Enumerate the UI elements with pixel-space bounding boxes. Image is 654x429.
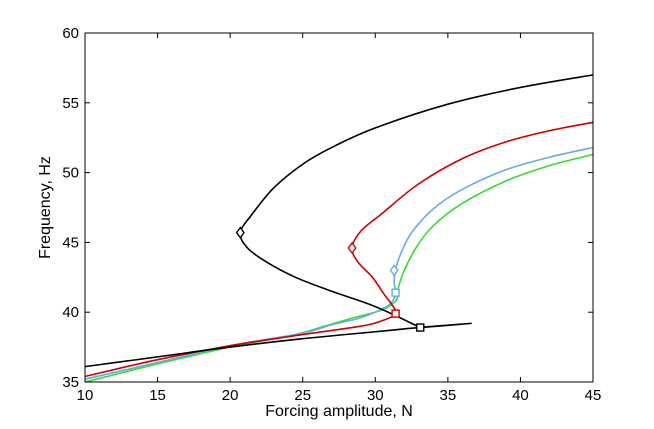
series-line (84, 146, 594, 380)
x-tick-label: 20 (222, 387, 239, 404)
series-curve-0 (84, 74, 594, 368)
y-tick-label: 60 (62, 25, 79, 42)
ticks-layer: 10 15 20 25 30 35 40 45 35 40 45 50 55 60 (62, 25, 601, 404)
series-curve-1 (84, 121, 594, 378)
x-tick-label: 40 (512, 387, 529, 404)
square-marker (391, 288, 400, 297)
series-line (84, 121, 594, 378)
y-tick-label: 55 (62, 95, 79, 112)
x-axis-label: Forcing amplitude, N (265, 403, 413, 420)
y-axis-label: Frequency, Hz (37, 156, 54, 259)
diamond-marker (347, 241, 357, 255)
diamond-marker (235, 226, 245, 239)
square-marker (416, 323, 425, 332)
square-marker (391, 309, 400, 318)
x-tick-label: 25 (294, 387, 311, 404)
x-tick-label: 45 (585, 387, 602, 404)
x-tick-label: 35 (440, 387, 457, 404)
x-tick-label: 10 (77, 387, 94, 404)
x-tick-label: 30 (367, 387, 384, 404)
series-curve-2 (84, 146, 594, 380)
series-line (84, 74, 594, 368)
y-tick-label: 50 (62, 165, 79, 182)
series-line (84, 153, 594, 383)
y-tick-label: 45 (62, 234, 79, 251)
y-tick-label: 40 (62, 304, 79, 321)
series-layer (84, 74, 594, 383)
diamond-marker (389, 264, 399, 277)
y-tick-label: 35 (62, 374, 79, 391)
x-tick-label: 15 (149, 387, 166, 404)
series-curve-3 (84, 153, 594, 383)
plot-frame (84, 32, 594, 383)
